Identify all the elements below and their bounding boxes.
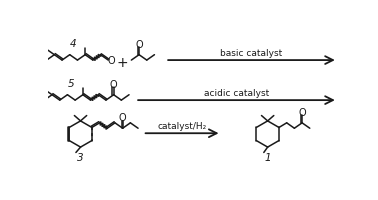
Text: acidic catalyst: acidic catalyst [204, 89, 269, 98]
Text: 4: 4 [70, 39, 77, 49]
Text: O: O [110, 80, 118, 90]
Text: O: O [135, 40, 143, 50]
Text: O: O [298, 108, 306, 117]
Text: 5: 5 [68, 78, 74, 88]
Text: O: O [107, 56, 115, 66]
Text: O: O [119, 113, 127, 123]
Text: +: + [116, 55, 128, 69]
Text: catalyst/H₂: catalyst/H₂ [158, 122, 207, 130]
Text: 3: 3 [77, 153, 84, 163]
Text: basic catalyst: basic catalyst [220, 49, 283, 58]
Text: 1: 1 [264, 153, 271, 163]
